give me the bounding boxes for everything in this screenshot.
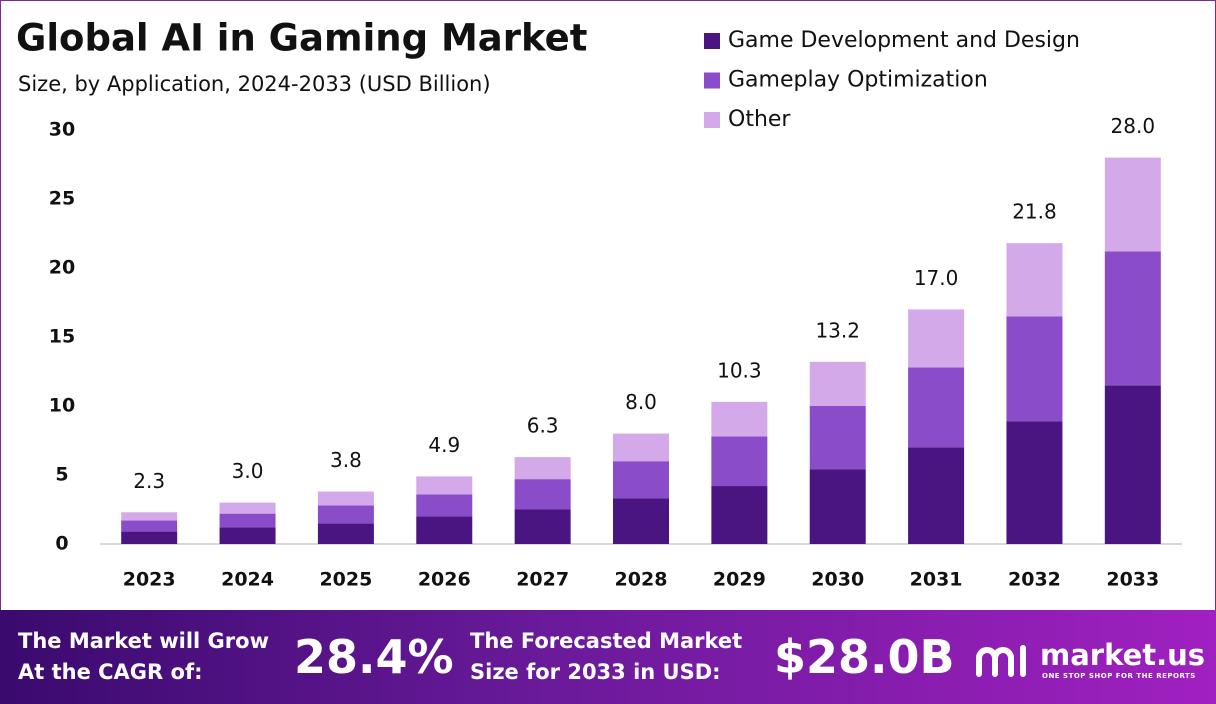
bar-segment [809, 469, 866, 544]
x-tick-label: 2030 [811, 569, 864, 591]
bar-segment [317, 523, 374, 544]
legend-label: Game Development and Design [728, 28, 1080, 53]
total-label: 8.0 [625, 390, 657, 414]
bar-segment [908, 309, 965, 368]
bar-segment [514, 457, 571, 480]
y-tick-label: 20 [49, 257, 75, 279]
bar-segment [711, 401, 768, 437]
bar-segment [908, 447, 965, 544]
total-label: 10.3 [717, 358, 762, 382]
y-tick-label: 5 [55, 464, 68, 486]
bar-segment [613, 461, 669, 499]
total-label: 17.0 [914, 266, 959, 290]
bar-segment [317, 491, 374, 506]
x-tick-label: 2023 [123, 569, 176, 591]
y-tick-label: 30 [49, 119, 75, 141]
chart: Global AI in Gaming Market Size, by Appl… [16, 17, 1182, 591]
total-label: 3.8 [330, 448, 362, 472]
total-label: 28.0 [1111, 114, 1156, 138]
bar-segment [809, 406, 866, 470]
bar-segment [908, 367, 965, 448]
x-tick-label: 2033 [1106, 569, 1159, 591]
bar-segment [121, 520, 178, 532]
x-tick-label: 2031 [910, 569, 963, 591]
cagr-line: The Market will Grow [18, 629, 269, 653]
bar-segment [416, 494, 473, 517]
bar-segment [219, 527, 276, 544]
bar-segment [1104, 251, 1161, 386]
total-label: 2.3 [133, 469, 165, 493]
total-label: 21.8 [1012, 200, 1057, 224]
bar-segment [121, 512, 178, 521]
y-tick-label: 0 [55, 533, 68, 555]
bar-segment [711, 486, 768, 544]
x-tick-label: 2028 [615, 569, 668, 591]
cagr-line: At the CAGR of: [18, 660, 203, 684]
y-tick-label: 10 [49, 395, 75, 417]
chart-title: Global AI in Gaming Market [16, 17, 587, 60]
bar-segment [809, 361, 866, 406]
bar-segment [613, 498, 669, 544]
x-tick-label: 2029 [713, 569, 766, 591]
legend-swatch [704, 72, 720, 89]
footer: The Market will Grow At the CAGR of: 28.4… [0, 610, 1216, 704]
brand-icon [976, 645, 1026, 677]
bar-segment [317, 505, 374, 524]
cagr-text: The Market will Grow At the CAGR of: [18, 626, 269, 688]
bar-segment [416, 476, 473, 495]
tagline: ONE STOP SHOP FOR THE REPORTS [1042, 672, 1196, 680]
bar-segment [514, 479, 571, 510]
x-tick-label: 2027 [516, 569, 569, 591]
cagr-value: 28.4% [294, 630, 454, 684]
total-label: 3.0 [232, 459, 264, 483]
total-label: 6.3 [527, 414, 559, 438]
y-tick-label: 25 [49, 188, 75, 210]
bar-segment [514, 509, 571, 544]
bar-segment [613, 433, 669, 462]
x-tick-label: 2026 [418, 569, 471, 591]
bar-segment [219, 513, 276, 528]
forecast-text: The Forecasted Market Size for 2033 in US… [470, 626, 742, 688]
total-label: 4.9 [428, 433, 460, 457]
x-tick-label: 2025 [319, 569, 372, 591]
total-label: 13.2 [815, 318, 860, 342]
legend-label: Other [728, 107, 791, 132]
legend-label: Gameplay Optimization [728, 68, 988, 93]
bar-segment [416, 516, 473, 544]
y-tick-label: 15 [49, 326, 75, 348]
bar-segment [1104, 157, 1161, 252]
x-tick-label: 2032 [1008, 569, 1061, 591]
bar-segment [1006, 243, 1063, 317]
legend-swatch [704, 33, 720, 49]
legend-swatch [704, 112, 720, 128]
chart-subtitle: Size, by Application, 2024-2033 (USD Bil… [18, 72, 491, 96]
bar-segment [1006, 421, 1063, 544]
bar-segment [121, 531, 178, 544]
forecast-line: Size for 2033 in USD: [470, 660, 721, 684]
forecast-line: The Forecasted Market [470, 629, 743, 653]
bar-segment [1006, 316, 1063, 422]
bar-segment [711, 436, 768, 487]
bar-segment [219, 502, 276, 514]
forecast-value: $28.0B [774, 630, 955, 684]
bar-segment [1104, 385, 1161, 544]
brand: market.us [1040, 638, 1206, 672]
x-tick-label: 2024 [221, 569, 274, 591]
